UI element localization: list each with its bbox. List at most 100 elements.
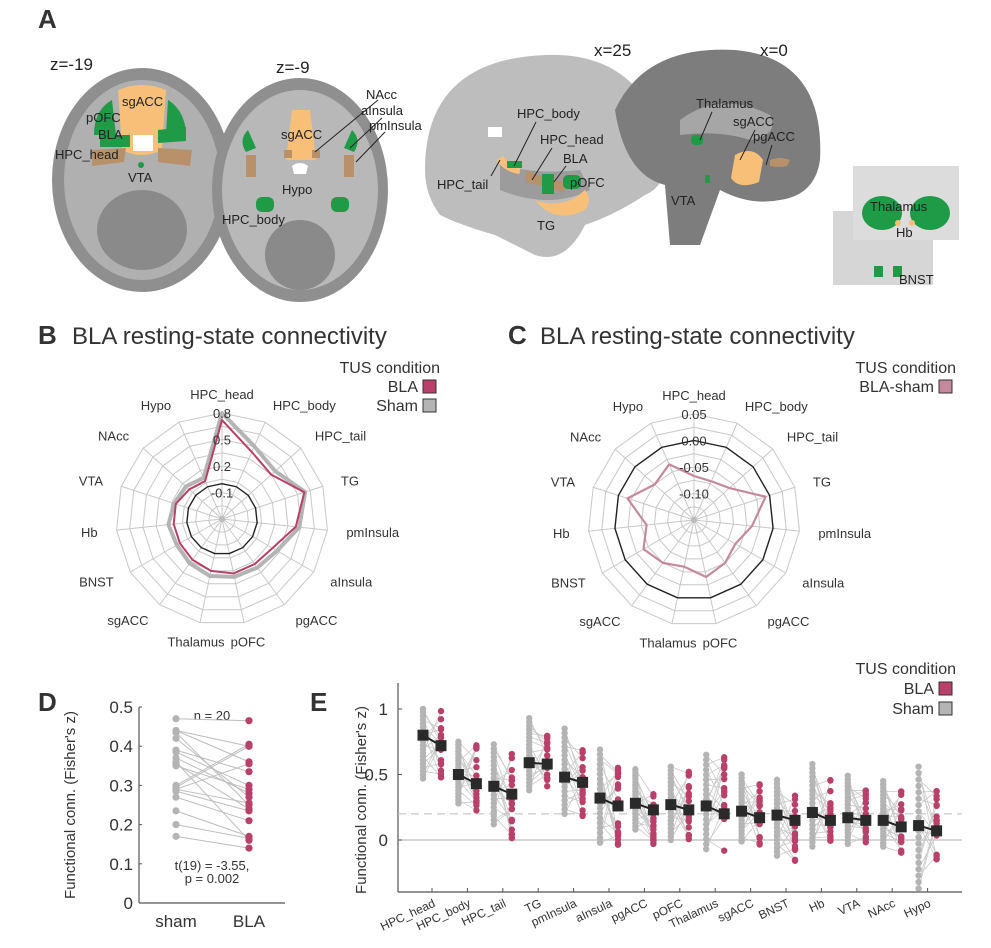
chart-e-point-bla	[508, 834, 515, 842]
roi-label: sgACC	[733, 114, 774, 129]
chart-e-pair-line	[493, 808, 513, 821]
chart-e-mean-sham	[559, 771, 571, 783]
chart-e-point-sham	[703, 816, 710, 823]
chart-e-point-sham	[915, 776, 922, 783]
chart-e-mean-bla	[895, 821, 907, 833]
chart-e-point-sham	[703, 791, 710, 798]
chart-e-point-bla	[544, 783, 551, 790]
chart-e-point-bla	[437, 707, 445, 715]
roi-label: pOFC	[86, 110, 121, 125]
radar-spoke	[221, 518, 285, 606]
chart-d-pair-line	[175, 743, 250, 786]
chart-e-point-bla	[508, 777, 515, 784]
radar-spoke	[221, 421, 266, 520]
chart-e-pair-line	[599, 822, 619, 845]
chart-e-pair-line	[599, 835, 619, 843]
chart-e-point-sham	[915, 814, 922, 822]
radar-category-label: VTA	[79, 473, 104, 488]
chart-e-pair-line	[812, 789, 831, 805]
chart-e-point-bla	[721, 801, 728, 809]
chart-e-point-bla	[721, 762, 728, 769]
chart-e-point-sham	[703, 811, 710, 818]
roi-label: HPC_head	[55, 147, 119, 162]
chart-e-mean-sham	[417, 729, 429, 741]
chart-e-point-bla	[508, 754, 515, 762]
chart-e-pair-line	[422, 716, 442, 771]
chart-d-point-bla	[245, 785, 253, 793]
chart-e-point-bla	[544, 739, 551, 746]
chart-e-point-bla	[579, 754, 586, 762]
chart-e-mean-bla	[470, 778, 482, 790]
radar-tick-label: 0.00	[681, 434, 706, 449]
chart-e-point-sham	[703, 841, 710, 848]
chart-e-point-sham	[561, 783, 568, 791]
chart-e-mean-sham	[523, 757, 535, 769]
chart-e-mean-bla	[435, 740, 447, 752]
chart-e-ytick-label: 0.5	[364, 766, 388, 785]
chart-e-legend-sham-swatch	[938, 701, 953, 716]
chart-e-point-sham	[703, 776, 710, 783]
chart-e-point-sham	[596, 780, 604, 788]
chart-e-point-bla	[614, 785, 622, 792]
chart-e-point-sham	[915, 782, 922, 790]
radar-grid-ring	[168, 465, 276, 572]
chart-e-point-bla	[898, 807, 905, 814]
chart-e-point-sham	[561, 725, 568, 732]
radar-category-label: TG	[813, 474, 831, 489]
chart-e-point-bla	[508, 766, 515, 774]
chart-e-point-sham	[596, 814, 604, 822]
chart-e-point-sham	[596, 805, 604, 812]
chart-e-point-bla	[473, 807, 480, 814]
chart-e-point-bla	[650, 814, 657, 822]
radar-category-label: sgACC	[107, 613, 148, 628]
chart-d-point-bla	[245, 817, 253, 825]
chart-e-point-sham	[561, 734, 568, 741]
radar-category-label: pmInsula	[346, 525, 400, 540]
chart-d-point-sham	[172, 715, 180, 723]
roi-label: sgACC	[122, 94, 163, 109]
radar-category-label: aInsula	[330, 575, 373, 590]
chart-e-point-sham	[703, 786, 710, 793]
chart-e-point-bla	[473, 763, 480, 771]
radar-spoke	[593, 486, 695, 521]
chart-e-point-sham	[596, 770, 604, 778]
chart-d-ytick-label: 0.3	[109, 776, 133, 795]
chart-e-point-sham	[561, 806, 568, 813]
radar-spoke	[178, 421, 223, 520]
chart-e-point-sham	[561, 801, 568, 809]
chart-e-point-sham	[455, 738, 462, 745]
chart-e-mean-sham	[488, 780, 500, 792]
radar-spoke	[588, 519, 695, 532]
radar-grid-ring	[667, 492, 721, 547]
chart-d-pair-line	[175, 761, 250, 841]
radar-category-label: Hb	[81, 525, 98, 540]
chart-e-pair-line	[918, 766, 937, 860]
chart-e-point-sham	[561, 797, 568, 804]
chart-e-point-sham	[915, 853, 922, 860]
radar-series-sham	[166, 411, 308, 579]
chart-e-point-bla	[721, 784, 728, 792]
chart-e-point-sham	[596, 756, 604, 763]
radar-spoke	[650, 422, 695, 521]
radar-tick-label: -0.10	[679, 487, 709, 502]
chart-e-point-sham	[561, 810, 568, 817]
chart-d-stats-line2: p = 0.002	[185, 871, 240, 886]
chart-e-point-bla	[685, 835, 692, 843]
chart-e-pair-line	[847, 836, 866, 845]
chart-e-point-bla	[862, 787, 869, 794]
chart-e-point-sham	[561, 761, 568, 768]
chart-e-mean-bla	[789, 814, 801, 826]
chart-e-point-sham	[915, 833, 922, 841]
radar-category-label: Hypo	[141, 398, 171, 413]
chart-e-point-bla	[614, 836, 622, 843]
chart-e-point-bla	[791, 846, 799, 854]
radar-category-label: NAcc	[98, 428, 130, 443]
radar-spoke	[121, 485, 223, 520]
chart-d-point-bla	[245, 760, 253, 768]
chart-e-ylabel: Functional conn. (Fisher's z)	[353, 706, 370, 894]
chart-c-legend-diff: BLA-sham	[859, 379, 934, 396]
chart-e-point-bla	[473, 787, 480, 795]
chart-d-pair-line	[175, 763, 250, 790]
chart-e-mean-sham	[594, 792, 606, 804]
